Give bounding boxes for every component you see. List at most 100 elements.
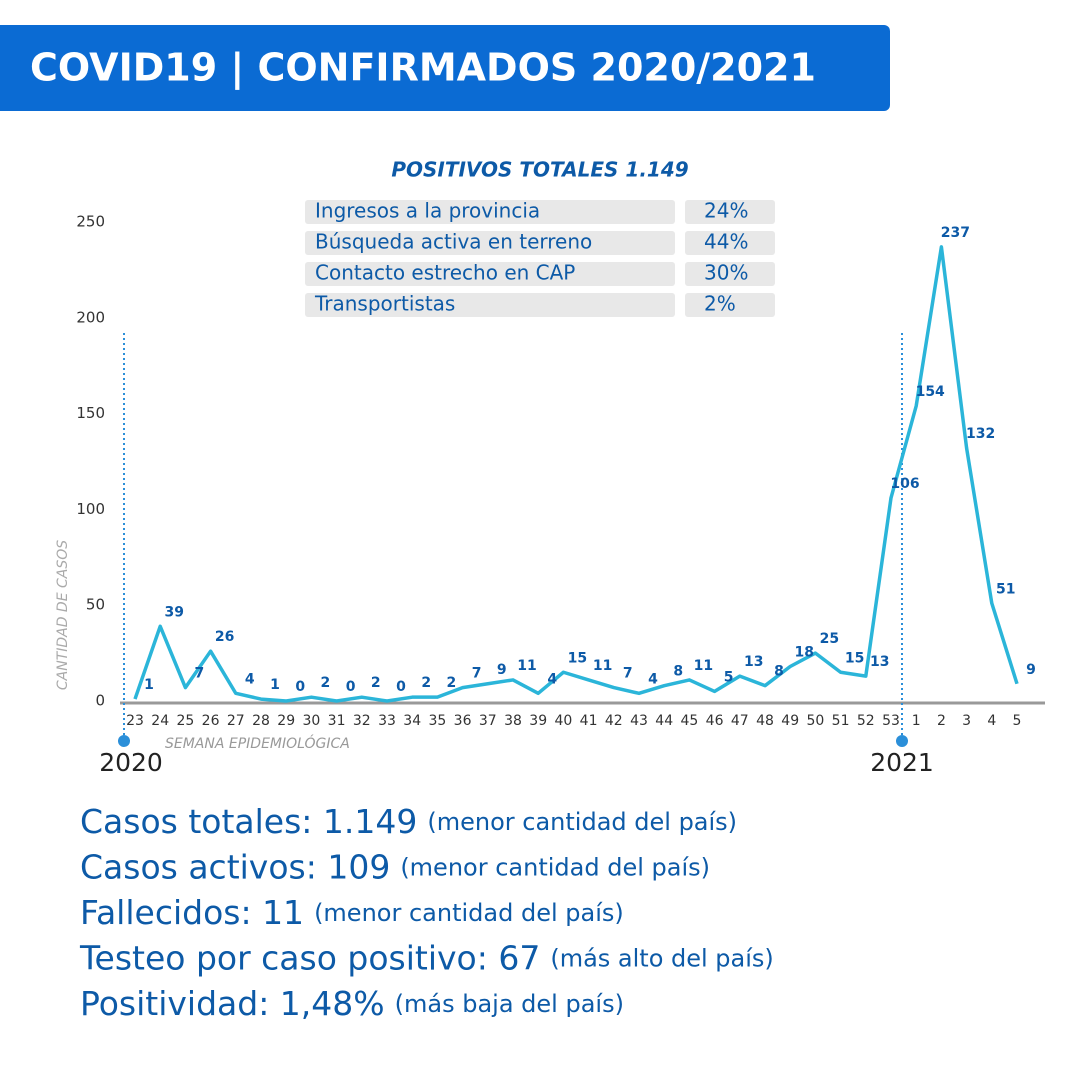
data-label: 132 bbox=[966, 426, 995, 442]
data-label: 7 bbox=[623, 666, 633, 682]
row-label: Ingresos a la provincia bbox=[315, 199, 540, 223]
stat-label: Casos totales: 1.149 bbox=[80, 802, 417, 841]
row-bg bbox=[305, 200, 675, 224]
data-label: 2 bbox=[447, 675, 457, 691]
row-bg bbox=[685, 293, 775, 317]
x-tick-label: 52 bbox=[857, 713, 875, 729]
y-tick-label: 100 bbox=[76, 500, 105, 518]
x-tick-label: 23 bbox=[126, 713, 144, 729]
row-share: 44% bbox=[704, 230, 748, 254]
x-tick-label: 25 bbox=[176, 713, 194, 729]
year-dot bbox=[118, 735, 130, 747]
x-tick-label: 50 bbox=[806, 713, 824, 729]
data-label: 8 bbox=[774, 664, 784, 680]
x-tick-label: 51 bbox=[832, 713, 850, 729]
data-label: 15 bbox=[845, 650, 864, 666]
data-label: 13 bbox=[870, 654, 889, 670]
data-label: 25 bbox=[820, 631, 839, 647]
row-share: 24% bbox=[704, 199, 748, 223]
y-axis-label: CANTIDAD DE CASOS bbox=[55, 540, 71, 690]
x-tick-label: 45 bbox=[680, 713, 698, 729]
data-label: 7 bbox=[195, 666, 205, 682]
x-tick-label: 42 bbox=[605, 713, 623, 729]
row-label: Contacto estrecho en CAP bbox=[315, 261, 575, 285]
x-tick-label: 29 bbox=[277, 713, 295, 729]
stat-note: (más baja del país) bbox=[395, 990, 624, 1018]
row-bg bbox=[685, 200, 775, 224]
data-label: 2 bbox=[321, 675, 331, 691]
y-tick-label: 0 bbox=[95, 692, 105, 710]
stat-note: (menor cantidad del país) bbox=[427, 808, 737, 836]
year-label: 2020 bbox=[99, 748, 163, 777]
data-label: 7 bbox=[472, 666, 482, 682]
data-label: 11 bbox=[517, 658, 536, 674]
data-label: 2 bbox=[421, 675, 431, 691]
x-tick-label: 37 bbox=[479, 713, 497, 729]
data-label: 237 bbox=[941, 225, 970, 241]
y-tick-label: 50 bbox=[86, 596, 105, 614]
x-tick-label: 28 bbox=[252, 713, 270, 729]
data-label: 18 bbox=[794, 645, 813, 661]
stat-line: Casos activos: 109 (menor cantidad del pa… bbox=[80, 847, 710, 886]
x-tick-label: 4 bbox=[987, 713, 996, 729]
data-label: 1 bbox=[144, 677, 154, 693]
x-tick-label: 48 bbox=[756, 713, 774, 729]
row-bg bbox=[685, 231, 775, 255]
data-label: 1 bbox=[270, 677, 280, 693]
y-tick-label: 250 bbox=[76, 213, 105, 231]
data-label: 9 bbox=[1026, 662, 1036, 678]
x-tick-label: 44 bbox=[655, 713, 673, 729]
data-label: 0 bbox=[396, 679, 406, 695]
y-tick-label: 200 bbox=[76, 308, 105, 326]
data-label: 51 bbox=[996, 581, 1015, 597]
x-tick-label: 33 bbox=[378, 713, 396, 729]
stat-note: (menor cantidad del país) bbox=[400, 854, 710, 882]
stat-label: Fallecidos: 11 bbox=[80, 893, 304, 932]
stat-label: Testeo por caso positivo: 67 bbox=[79, 938, 540, 977]
data-label: 0 bbox=[295, 679, 305, 695]
subtitle: POSITIVOS TOTALES 1.149 bbox=[391, 158, 688, 182]
data-label: 11 bbox=[593, 658, 612, 674]
x-tick-label: 30 bbox=[302, 713, 320, 729]
stat-note: (menor cantidad del país) bbox=[314, 899, 624, 927]
x-tick-label: 41 bbox=[580, 713, 598, 729]
x-tick-label: 26 bbox=[202, 713, 220, 729]
x-tick-label: 3 bbox=[962, 713, 971, 729]
data-label: 8 bbox=[673, 664, 683, 680]
data-label: 106 bbox=[890, 476, 919, 492]
data-label: 4 bbox=[648, 671, 658, 687]
x-tick-label: 24 bbox=[151, 713, 169, 729]
x-tick-label: 27 bbox=[227, 713, 245, 729]
title-banner bbox=[0, 25, 890, 111]
y-tick-label: 150 bbox=[76, 404, 105, 422]
x-tick-label: 49 bbox=[781, 713, 799, 729]
series-line bbox=[133, 245, 1019, 703]
x-tick-label: 46 bbox=[706, 713, 724, 729]
data-label: 13 bbox=[744, 654, 763, 670]
data-label: 2 bbox=[371, 675, 381, 691]
row-share: 2% bbox=[704, 292, 736, 316]
x-tick-label: 31 bbox=[328, 713, 346, 729]
row-share: 30% bbox=[704, 261, 748, 285]
x-tick-label: 36 bbox=[454, 713, 472, 729]
data-label: 11 bbox=[694, 658, 713, 674]
row-bg bbox=[305, 262, 675, 286]
stat-line: Casos totales: 1.149 (menor cantidad del … bbox=[80, 802, 737, 841]
x-tick-label: 53 bbox=[882, 713, 900, 729]
data-label: 9 bbox=[497, 662, 507, 678]
row-label: Búsqueda activa en terreno bbox=[315, 230, 592, 254]
x-tick-label: 35 bbox=[428, 713, 446, 729]
data-label: 4 bbox=[547, 671, 557, 687]
x-tick-label: 40 bbox=[554, 713, 572, 729]
x-tick-label: 47 bbox=[731, 713, 749, 729]
year-dot bbox=[896, 735, 908, 747]
x-tick-label: 38 bbox=[504, 713, 522, 729]
data-label: 154 bbox=[916, 384, 945, 400]
x-tick-label: 32 bbox=[353, 713, 371, 729]
title: COVID19 | CONFIRMADOS 2020/2021 bbox=[30, 46, 816, 91]
x-tick-label: 1 bbox=[912, 713, 921, 729]
data-label: 26 bbox=[215, 629, 234, 645]
x-tick-label: 5 bbox=[1013, 713, 1022, 729]
